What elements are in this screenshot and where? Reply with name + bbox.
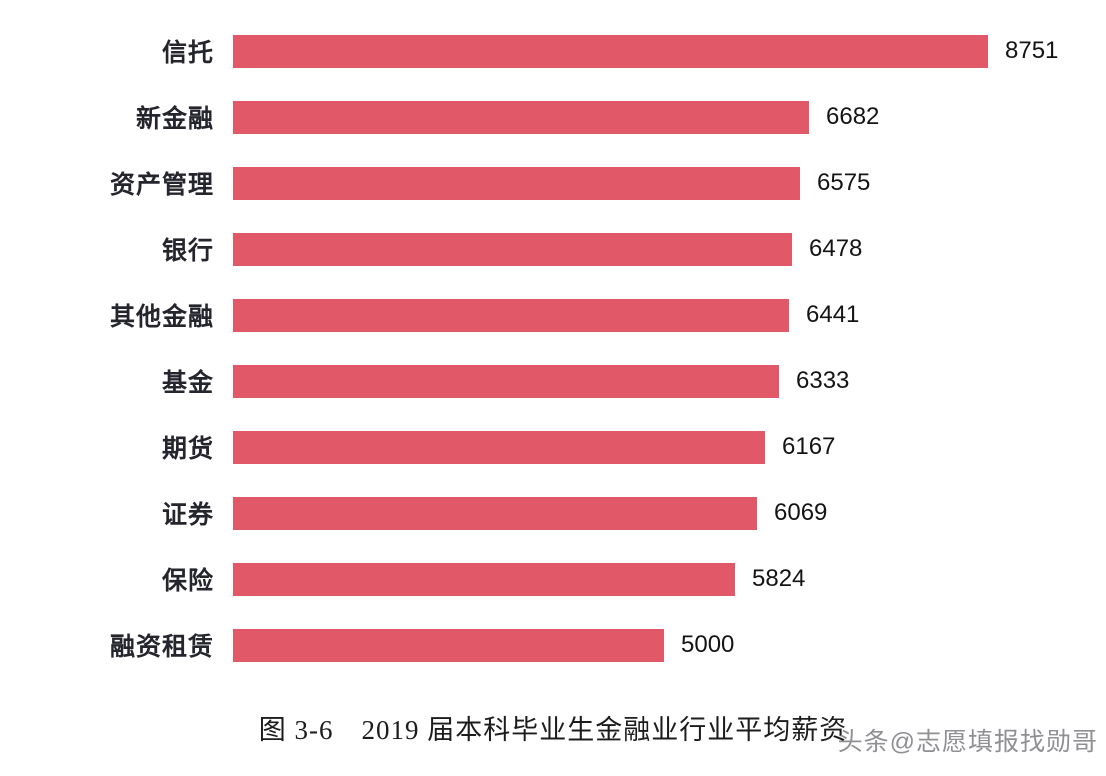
bar-chart: 信托 8751 新金融 6682 资产管理 6575 银行 6478 其他金融 6441 基金 633… [0,18,1106,678]
chart-row: 期货 6167 [0,414,1106,480]
category-label: 其他金融 [109,303,214,331]
category-label: 新金融 [135,105,214,133]
bar [233,430,765,464]
chart-row: 证券 6069 [0,480,1106,546]
value-label: 8751 [1005,37,1059,64]
bar [233,628,664,662]
bar [233,298,789,332]
bar [233,34,988,68]
chart-row: 新金融 6682 [0,84,1106,150]
chart-row: 信托 8751 [0,18,1106,84]
value-label: 6069 [774,499,828,526]
bar [233,562,735,596]
category-label: 银行 [161,237,214,265]
value-label: 6682 [826,103,880,130]
chart-row: 保险 5824 [0,546,1106,612]
value-label: 5824 [752,565,806,592]
category-label: 保险 [161,567,214,595]
bar [233,364,779,398]
value-label: 6478 [809,235,863,262]
bar [233,232,792,266]
category-label: 信托 [161,39,214,67]
bar [233,100,809,134]
category-label: 资产管理 [109,171,214,199]
value-label: 5000 [681,631,735,658]
bar [233,166,800,200]
value-label: 6333 [796,367,850,394]
watermark-text: 头条@志愿填报找勋哥 [837,728,1098,756]
chart-row: 融资租赁 5000 [0,612,1106,678]
chart-row: 其他金融 6441 [0,282,1106,348]
category-label: 证券 [161,501,214,529]
category-label: 融资租赁 [109,633,214,661]
chart-row: 银行 6478 [0,216,1106,282]
chart-caption: 图 3-6 2019 届本科毕业生金融业行业平均薪资 [258,715,848,745]
chart-row: 基金 6333 [0,348,1106,414]
category-label: 基金 [161,369,214,397]
category-label: 期货 [161,435,214,463]
chart-row: 资产管理 6575 [0,150,1106,216]
value-label: 6441 [806,301,860,328]
value-label: 6167 [782,433,836,460]
bar [233,496,757,530]
value-label: 6575 [817,169,871,196]
